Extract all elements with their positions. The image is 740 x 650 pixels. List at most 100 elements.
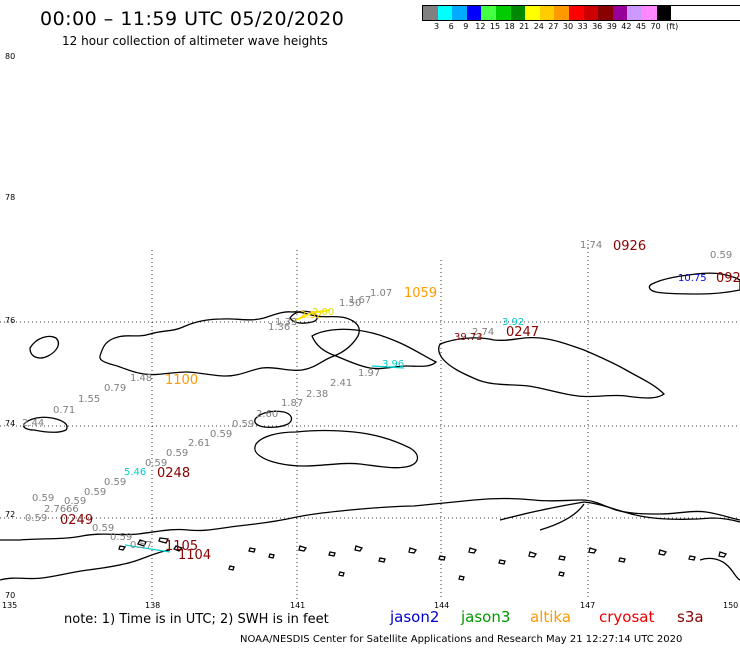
kotelny-island-outline xyxy=(99,311,360,377)
wave-height-value: 66 xyxy=(66,504,79,515)
page-title: 00:00 – 11:59 UTC 05/20/2020 xyxy=(40,8,345,30)
wave-height-value: 2.44 xyxy=(22,418,44,429)
lon-label-141: 141 xyxy=(290,601,306,610)
delta-islands xyxy=(118,537,728,581)
small-island-north xyxy=(289,310,318,324)
lat-label-76: 76 xyxy=(5,316,16,325)
satellite-legend-item: jason2 xyxy=(390,608,440,626)
legend-swatches xyxy=(422,5,740,21)
satellite-legend-item: s3a xyxy=(677,608,704,626)
lat-label-78: 78 xyxy=(5,193,16,202)
lat-label-80: 80 xyxy=(5,52,16,61)
wave-height-value: 5.46 xyxy=(124,467,146,478)
satellite-legend-item: cryosat xyxy=(599,608,655,626)
wave-height-value: 0.59 xyxy=(64,496,86,507)
legend-swatch xyxy=(554,6,569,20)
lat-label-72: 72 xyxy=(5,510,16,519)
de-long-island-outline xyxy=(648,272,740,295)
pass-time-stamp: 1105 xyxy=(165,539,198,554)
wave-height-value: 1.97 xyxy=(358,368,380,379)
lon-label-144: 144 xyxy=(434,601,450,610)
wave-height-value: 3.96 xyxy=(382,359,404,370)
legend-label: 36 xyxy=(592,22,603,31)
wave-height-value: 0.59 xyxy=(25,513,47,524)
wave-height-value: 1.48 xyxy=(130,373,152,384)
footnote: note: 1) Time is in UTC; 2) SWH is in fe… xyxy=(64,612,329,627)
legend-swatch xyxy=(656,6,672,20)
legend-label: 30 xyxy=(562,22,574,31)
cyan-track-segment xyxy=(371,365,405,369)
legend-swatch xyxy=(437,6,453,20)
lena-delta-coast xyxy=(0,549,171,581)
wave-height-value: 0.59 xyxy=(232,419,254,430)
page-subtitle: 12 hour collection of altimeter wave hei… xyxy=(62,34,328,48)
wave-height-value: 1.74 xyxy=(580,240,602,251)
wave-height-value: 1.36 xyxy=(268,322,290,333)
wave-height-value: 0.59 xyxy=(145,458,167,469)
east-inlet-line xyxy=(699,557,740,581)
lon-label-147: 147 xyxy=(580,601,596,610)
coastlines xyxy=(0,272,740,581)
wave-height-value: 0.57 xyxy=(130,540,152,551)
wave-height-value: 0.79 xyxy=(104,383,126,394)
pass-time-stamp: 0249 xyxy=(60,513,93,528)
lyakhovsky-island-small xyxy=(254,410,293,428)
observation-layer: 1.74 0.59 10.75 1.071.671.50 2.002.52 3.92 2.7… xyxy=(22,240,732,551)
legend-swatch xyxy=(627,6,642,20)
wave-height-value: 2.61 xyxy=(188,438,210,449)
pass-time-stamp: 0247 xyxy=(506,325,539,340)
wave-height-value: 3.92 xyxy=(502,317,524,328)
lon-label-135: 135 xyxy=(2,601,18,610)
legend-swatch xyxy=(583,6,599,20)
satellite-legend-item: altika xyxy=(530,608,572,626)
legend-label: 12 xyxy=(475,22,486,31)
legend-label: 21 xyxy=(519,22,530,31)
wave-height-value: 1.55 xyxy=(78,394,100,405)
legend-label: 33 xyxy=(577,22,588,31)
legend-swatch xyxy=(481,6,496,20)
legend-swatch xyxy=(598,6,613,20)
legend-label: 6 xyxy=(448,22,454,31)
wave-height-value: 10.75 xyxy=(678,273,707,284)
wave-height-value: 2.52 xyxy=(300,310,322,321)
east-coast-line xyxy=(499,501,740,531)
legend-label: 39 xyxy=(606,22,617,31)
wave-height-value: 0.71 xyxy=(53,405,75,416)
pass-time-stamp: 0248 xyxy=(157,466,190,481)
small-island-far-west xyxy=(29,335,60,359)
legend-label: 42 xyxy=(621,22,632,31)
wave-height-value: 0.59 xyxy=(110,532,132,543)
cyan-track-segment-delta xyxy=(124,544,171,553)
pass-time-stamp: 1100 xyxy=(165,373,198,388)
small-island-west xyxy=(22,416,68,433)
lon-label-150: 150 xyxy=(723,601,739,610)
wave-height-value: 2.38 xyxy=(306,389,328,400)
wave-height-value: 2.74 xyxy=(472,327,494,338)
legend-swatch xyxy=(568,6,584,20)
wave-height-value: 0.59 xyxy=(710,250,732,261)
wave-height-value: 1.33 xyxy=(275,317,297,328)
legend-swatch xyxy=(539,6,555,20)
legend-label: 3 xyxy=(434,22,440,31)
lat-label-70: 70 xyxy=(5,591,16,600)
lyakhovsky-island-big xyxy=(254,429,419,469)
wave-height-value: 1.87 xyxy=(281,398,303,409)
wave-height-value: 2.60 xyxy=(256,409,278,420)
wave-height-value: 2.00 xyxy=(312,307,334,318)
faddeyevsky-island-outline xyxy=(311,328,438,370)
lat-label-74: 74 xyxy=(5,419,16,428)
wave-height-value: 0.59 xyxy=(92,523,114,534)
mainland-coastline xyxy=(0,497,740,541)
wave-height-value: 0.59 xyxy=(104,477,126,488)
pass-time-stamp: 1059 xyxy=(404,286,437,301)
legend-swatch xyxy=(510,6,526,20)
lon-label-138: 138 xyxy=(145,601,161,610)
pass-time-stamp: 0926 xyxy=(613,239,646,254)
pass-time-stamp: 1104 xyxy=(178,548,211,563)
wave-height-value: 1.50 xyxy=(339,298,361,309)
legend-swatch xyxy=(452,6,467,20)
legend-label: 9 xyxy=(463,22,469,31)
legend-swatch xyxy=(423,6,438,20)
